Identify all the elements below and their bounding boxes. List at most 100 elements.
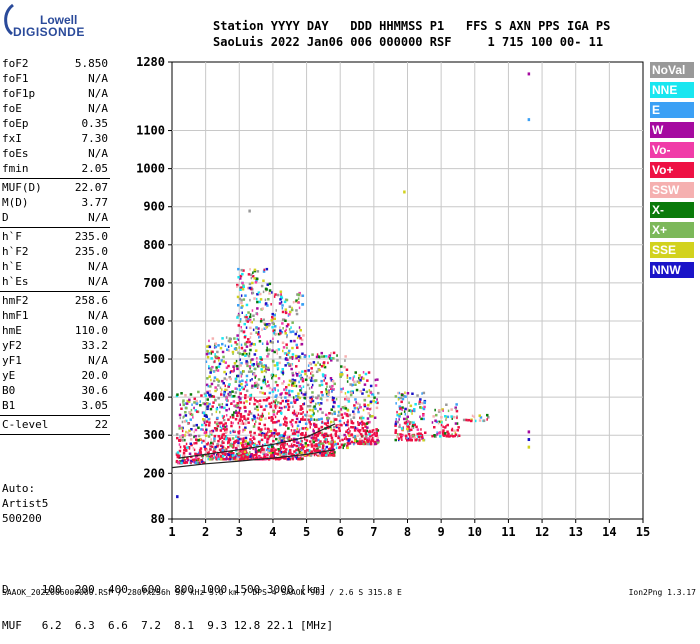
echo-point xyxy=(176,495,179,499)
echo-point xyxy=(451,428,454,432)
echo-point xyxy=(232,395,235,398)
echo-point xyxy=(258,330,260,334)
echo-point xyxy=(260,450,262,454)
echo-point xyxy=(264,456,267,459)
echo-point xyxy=(280,411,283,415)
echo-point xyxy=(214,360,216,363)
echo-point xyxy=(234,377,238,381)
echo-point xyxy=(291,453,294,456)
echo-point xyxy=(418,400,422,404)
echo-point xyxy=(309,396,311,399)
echo-point xyxy=(409,404,413,408)
echo-point xyxy=(321,393,324,397)
echo-point xyxy=(287,436,289,439)
echo-point xyxy=(186,446,189,449)
echo-point xyxy=(284,319,287,322)
echo-point xyxy=(220,441,224,444)
echo-point xyxy=(341,416,344,419)
echo-point xyxy=(365,439,369,442)
echo-point xyxy=(353,435,356,438)
echo-point xyxy=(249,431,252,434)
echo-point xyxy=(292,437,296,441)
echo-point xyxy=(207,441,209,445)
echo-point xyxy=(179,461,182,465)
echo-point xyxy=(240,422,243,425)
echo-point xyxy=(290,308,294,312)
echo-point xyxy=(354,426,357,430)
echo-point xyxy=(232,421,234,425)
echo-point xyxy=(353,375,356,378)
echo-point xyxy=(226,425,228,428)
echo-point xyxy=(184,402,187,405)
echo-point xyxy=(266,283,269,286)
echo-point xyxy=(194,456,198,460)
echo-point xyxy=(326,385,328,388)
echo-point xyxy=(211,405,214,408)
echo-point xyxy=(270,434,273,437)
echo-point xyxy=(188,411,191,414)
echo-point xyxy=(247,354,251,358)
echo-point xyxy=(319,407,322,411)
echo-point xyxy=(182,461,185,464)
ionospheric-parameters-panel: foF2 5.850 foF1 N/A foF1p N/A foE N/A foEp 0.35 fx… xyxy=(0,56,110,436)
echo-point xyxy=(289,339,293,343)
param-key: MUF(D) xyxy=(2,181,42,194)
echo-point xyxy=(301,379,305,383)
echo-point xyxy=(230,402,233,405)
header-line-2: SaoLuis 2022 Jan06 006 000000 RSF 1 715 … xyxy=(213,35,604,49)
echo-point xyxy=(239,412,243,416)
echo-point xyxy=(209,385,212,388)
echo-point xyxy=(212,395,215,398)
echo-point xyxy=(179,416,181,420)
echo-point xyxy=(248,286,252,290)
echo-point xyxy=(303,418,307,421)
echo-point xyxy=(527,438,531,442)
echo-point xyxy=(200,394,203,397)
echo-point xyxy=(217,457,220,461)
echo-point xyxy=(209,448,212,451)
echo-point xyxy=(216,453,220,457)
echo-point xyxy=(225,457,228,460)
echo-point xyxy=(223,370,226,374)
echo-point xyxy=(204,423,208,427)
echo-point xyxy=(296,374,299,377)
echo-point xyxy=(262,408,264,412)
echo-point xyxy=(183,420,187,423)
echo-point xyxy=(355,388,359,392)
echo-point xyxy=(286,403,290,406)
echo-point xyxy=(337,436,340,440)
echo-point xyxy=(274,406,277,410)
echo-point xyxy=(304,369,307,373)
echo-point xyxy=(212,442,214,445)
echo-point xyxy=(242,370,244,373)
echo-point xyxy=(363,403,366,406)
echo-point xyxy=(239,358,241,361)
echo-point xyxy=(314,407,317,411)
echo-point xyxy=(203,412,206,416)
echo-point xyxy=(214,353,216,356)
echo-point xyxy=(281,382,284,385)
echo-point xyxy=(310,397,313,401)
echo-point xyxy=(408,421,412,424)
echo-point xyxy=(228,438,232,442)
param-row: M(D) 3.77 xyxy=(0,195,110,210)
param-value: 22 xyxy=(94,418,108,431)
echo-point xyxy=(434,408,436,412)
echo-point xyxy=(394,395,398,398)
echo-point xyxy=(244,448,247,451)
echo-point xyxy=(445,425,447,428)
echo-point xyxy=(230,452,232,455)
lowell-logo-icon xyxy=(4,3,14,36)
echo-point xyxy=(242,285,245,288)
echo-point xyxy=(287,383,291,387)
echo-point xyxy=(400,412,403,415)
echo-point xyxy=(215,429,218,432)
echo-point xyxy=(225,435,228,438)
echo-point xyxy=(206,405,209,408)
echo-point xyxy=(193,448,196,452)
echo-point xyxy=(527,72,531,76)
echo-point xyxy=(334,434,338,438)
echo-point xyxy=(406,423,409,426)
echo-point xyxy=(284,443,286,446)
echo-point xyxy=(446,415,450,419)
